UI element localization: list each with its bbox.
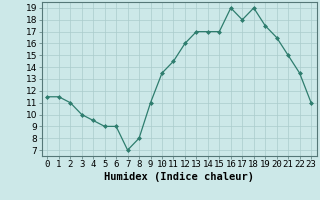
X-axis label: Humidex (Indice chaleur): Humidex (Indice chaleur) [104,172,254,182]
